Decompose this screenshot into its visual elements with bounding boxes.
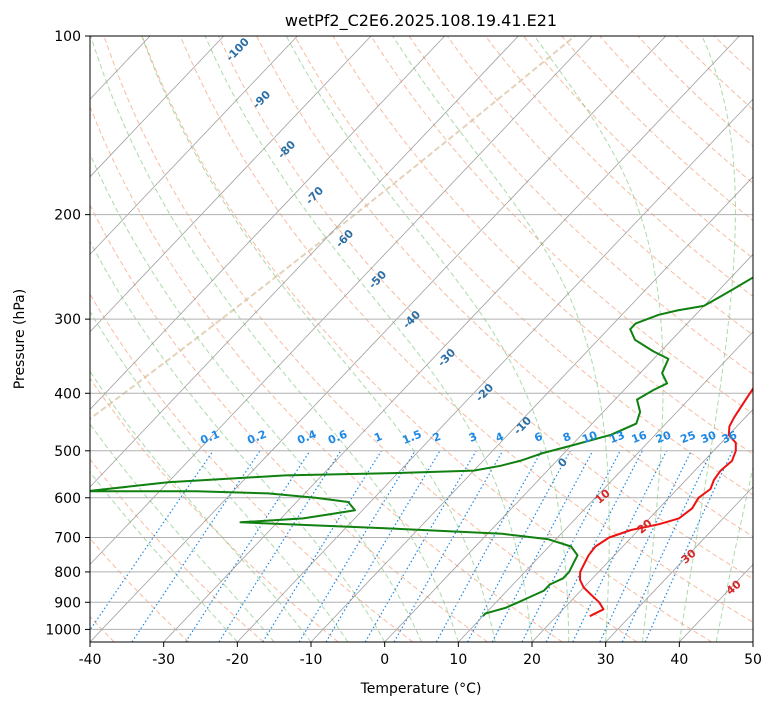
moist-adiabat-line xyxy=(141,36,496,642)
isotherm-line xyxy=(310,176,753,642)
mixing-ratio-label-7: 3 xyxy=(467,430,479,445)
isotherm-line xyxy=(605,486,753,642)
y-tick-label: 500 xyxy=(54,444,81,460)
moist-adiabat-line xyxy=(90,152,422,642)
isotherm-line xyxy=(90,36,372,333)
dry-adiabat-line xyxy=(179,36,753,623)
pressure-gridlines xyxy=(90,36,753,630)
mixing-ratio-label-14: 20 xyxy=(654,428,673,446)
x-tick-label: -30 xyxy=(152,652,175,668)
y-tick-label: 700 xyxy=(54,531,81,547)
dry-adiabat-line xyxy=(90,203,488,642)
isotherm-line xyxy=(90,36,298,255)
dry-adiabat-line xyxy=(90,105,563,642)
y-axis-title: Pressure (hPa) xyxy=(12,289,28,389)
x-tick-label: -10 xyxy=(300,652,323,668)
moist-adiabat-line xyxy=(715,465,753,642)
dry-adiabat-line xyxy=(294,36,753,496)
isotherm-line xyxy=(237,98,753,642)
mixing-ratio-label-16: 30 xyxy=(699,428,718,446)
x-tick-label: -40 xyxy=(79,652,102,668)
isotherm-line xyxy=(90,36,666,642)
moist-adiabats xyxy=(90,36,753,642)
mixing-ratio-label-10: 8 xyxy=(561,430,573,445)
y-tick-label: 100 xyxy=(54,29,81,45)
moist-adiabat-line xyxy=(90,310,349,642)
moist-adiabat-line xyxy=(678,36,736,642)
dry-adiabat-line xyxy=(370,36,753,415)
isotherm-line xyxy=(531,408,753,642)
isotherm-line xyxy=(163,36,740,642)
mixing-ratio-line xyxy=(131,450,261,642)
y-tick-label: 800 xyxy=(54,565,81,581)
isotherm-line xyxy=(384,253,753,642)
mixing-ratio-label-6: 2 xyxy=(431,430,443,445)
temperature-line xyxy=(579,386,753,618)
y-tick-label: 600 xyxy=(54,491,81,507)
mixing-ratio-label-15: 25 xyxy=(679,428,698,446)
x-tick-label: -20 xyxy=(226,652,249,668)
mixing-ratio-line xyxy=(218,450,342,642)
mixing-ratio-line xyxy=(90,450,214,631)
isotherm-line xyxy=(90,36,593,566)
mixing-ratio-label-13: 16 xyxy=(630,428,649,446)
y-tick-label: 1000 xyxy=(45,622,81,638)
dry-adiabat-line xyxy=(90,458,264,642)
moist-adiabat-line xyxy=(392,36,610,642)
dry-adiabat-line xyxy=(103,36,638,642)
mixing-ratio-line xyxy=(298,450,416,642)
y-tick-label: 200 xyxy=(54,208,81,224)
dewpoint-line xyxy=(90,276,753,617)
plot-area: -100-90-80-70-60-50-40-30-20-1000.1 0.2 0.… xyxy=(90,36,753,642)
isotherm-line xyxy=(90,36,445,410)
x-tick-label: 30 xyxy=(597,652,615,668)
x-tick-label: 50 xyxy=(744,652,762,668)
dry-adiabat-line xyxy=(485,36,753,297)
dry-adiabats xyxy=(90,36,753,642)
mixing-ratio-label-4: 1 xyxy=(372,430,384,445)
mixing-ratio-line xyxy=(545,450,643,642)
mixing-ratio-line xyxy=(435,450,543,642)
chart-title: wetPf2_C2E6.2025.108.19.41.E21 xyxy=(285,11,557,31)
dry-adiabat-line xyxy=(218,36,753,580)
x-tick-label: 20 xyxy=(523,652,541,668)
isotherm-line xyxy=(90,36,224,178)
plot-frame xyxy=(89,35,754,643)
mixing-ratio-line xyxy=(466,450,571,642)
dry-adiabat-line xyxy=(408,36,753,375)
dry-adiabat-line xyxy=(141,36,712,642)
y-tick-label: 900 xyxy=(54,595,81,611)
x-tick-label: 0 xyxy=(380,652,389,668)
y-tick-label: 300 xyxy=(54,312,81,328)
isotherm-line xyxy=(90,36,519,488)
dry-adiabat-line xyxy=(90,537,190,642)
x-axis-title: Temperature (°C) xyxy=(360,681,482,697)
moist-adiabat-line xyxy=(90,240,386,642)
moist-adiabat-line xyxy=(533,36,664,642)
y-axis: 100 200 300 400 500 600 700 800 900 1000 xyxy=(45,29,90,638)
mixing-ratio-line xyxy=(572,450,668,642)
y-tick-label: 400 xyxy=(54,386,81,402)
mixing-ratio-label-11: 10 xyxy=(580,428,599,446)
moist-adiabat-line xyxy=(90,471,238,642)
x-axis: -40 -30 -20 -10 0 10 20 30 40 50 xyxy=(79,642,762,668)
mixing-ratio-label-17: 36 xyxy=(720,428,739,446)
x-tick-label: 10 xyxy=(449,652,467,668)
x-tick-label: 40 xyxy=(670,652,688,668)
sounding-series xyxy=(90,276,753,618)
moist-adiabat-line xyxy=(285,36,570,642)
moist-adiabat-line xyxy=(90,370,312,642)
mixing-ratio-label-12: 13 xyxy=(608,428,627,446)
